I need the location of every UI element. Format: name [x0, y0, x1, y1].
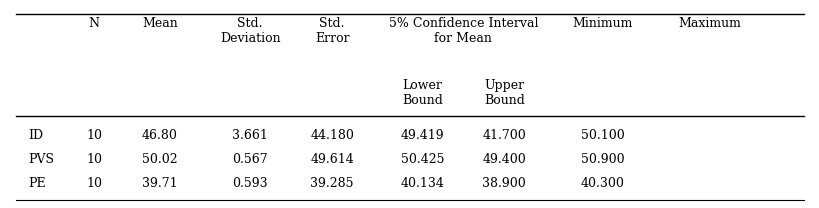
- Text: 3.661: 3.661: [232, 129, 268, 142]
- Text: 10: 10: [86, 129, 102, 142]
- Text: Mean: Mean: [142, 17, 178, 30]
- Text: 50.02: 50.02: [142, 153, 178, 166]
- Text: 49.614: 49.614: [310, 153, 354, 166]
- Text: PVS: PVS: [29, 153, 55, 166]
- Text: Maximum: Maximum: [677, 17, 740, 30]
- Text: 0.593: 0.593: [232, 177, 268, 190]
- Text: 49.419: 49.419: [400, 129, 444, 142]
- Text: 39.285: 39.285: [310, 177, 354, 190]
- Text: 38.900: 38.900: [482, 177, 526, 190]
- Text: 50.900: 50.900: [580, 153, 624, 166]
- Text: 5% Confidence Interval
for Mean: 5% Confidence Interval for Mean: [388, 17, 537, 45]
- Text: 10: 10: [86, 153, 102, 166]
- Text: 50.100: 50.100: [580, 129, 624, 142]
- Text: Minimum: Minimum: [572, 17, 632, 30]
- Text: ID: ID: [29, 129, 43, 142]
- Text: PE: PE: [29, 177, 46, 190]
- Text: 46.80: 46.80: [142, 129, 178, 142]
- Text: 10: 10: [86, 177, 102, 190]
- Text: Std.
Error: Std. Error: [314, 17, 349, 45]
- Text: 40.300: 40.300: [580, 177, 624, 190]
- Text: 41.700: 41.700: [482, 129, 526, 142]
- Text: 0.567: 0.567: [232, 153, 268, 166]
- Text: 44.180: 44.180: [310, 129, 354, 142]
- Text: Std.
Deviation: Std. Deviation: [219, 17, 280, 45]
- Text: Upper
Bound: Upper Bound: [483, 79, 524, 107]
- Text: 50.425: 50.425: [400, 153, 444, 166]
- Text: Lower
Bound: Lower Bound: [401, 79, 442, 107]
- Text: N: N: [88, 17, 100, 30]
- Text: 39.71: 39.71: [142, 177, 178, 190]
- Text: 49.400: 49.400: [482, 153, 526, 166]
- Text: 40.134: 40.134: [400, 177, 444, 190]
